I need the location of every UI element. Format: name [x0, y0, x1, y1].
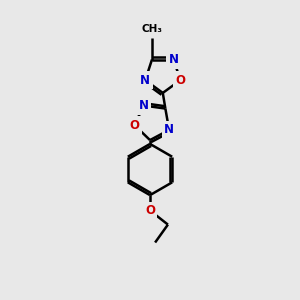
Text: O: O	[175, 74, 185, 87]
Text: O: O	[129, 118, 140, 131]
Text: CH₃: CH₃	[142, 24, 163, 34]
Text: N: N	[169, 53, 178, 66]
Text: N: N	[140, 74, 150, 87]
Text: O: O	[145, 204, 155, 217]
Text: N: N	[139, 99, 149, 112]
Text: N: N	[164, 123, 174, 136]
